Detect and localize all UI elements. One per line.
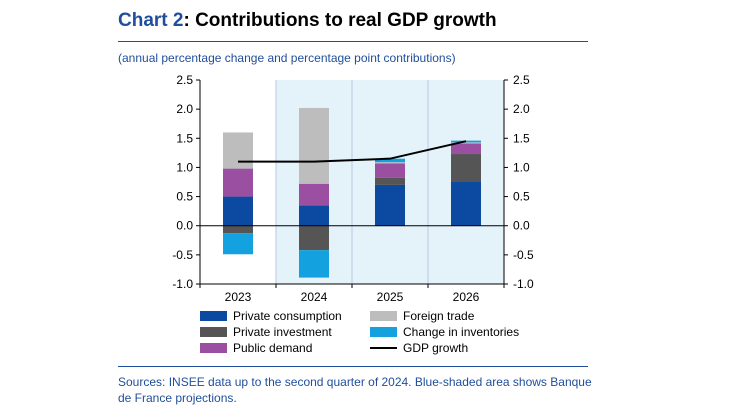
- chart-title: Chart 2: Contributions to real GDP growt…: [118, 10, 497, 32]
- bar-private-consumption-2026: [451, 182, 481, 226]
- x-tick-label-2023: 2023: [225, 290, 252, 304]
- chart-title-text: : Contributions to real GDP growth: [183, 10, 497, 31]
- bar-change-in-inventories-2024: [299, 250, 329, 278]
- title-rule: [118, 41, 588, 42]
- bar-private-investment-2025: [375, 177, 405, 185]
- y-tick-label-right: 0.0: [513, 219, 530, 233]
- legend-label-change-in-inventories: Change in inventories: [403, 325, 519, 339]
- y-tick-label-left: -0.5: [172, 248, 193, 262]
- bar-private-consumption-2024: [299, 205, 329, 226]
- bar-public-demand-2025: [375, 163, 405, 178]
- legend-swatch-foreign-trade: [370, 311, 397, 321]
- legend-swatch-change-in-inventories: [370, 327, 397, 337]
- y-tick-label-right: 0.5: [513, 190, 530, 204]
- y-tick-label-right: 1.0: [513, 160, 530, 174]
- y-tick-label-left: 2.0: [176, 102, 193, 116]
- y-tick-label-left: 0.5: [176, 190, 193, 204]
- bar-public-demand-2024: [299, 183, 329, 206]
- bar-private-investment-2026: [451, 154, 481, 182]
- x-tick-label-2026: 2026: [453, 290, 480, 304]
- bar-foreign-trade-2025: [375, 162, 405, 164]
- bar-private-investment-2023: [223, 225, 253, 234]
- bar-change-in-inventories-2025: [375, 158, 405, 163]
- y-tick-label-right: 2.0: [513, 102, 530, 116]
- legend-label-private-consumption: Private consumption: [233, 309, 342, 323]
- legend-swatch-private-consumption: [200, 311, 227, 321]
- legend-label-public-demand: Public demand: [233, 341, 312, 355]
- legend-label-foreign-trade: Foreign trade: [403, 309, 475, 323]
- y-tick-label-left: 2.5: [176, 73, 193, 87]
- gdp-growth-line: [238, 140, 467, 163]
- chart-number: Chart 2: [118, 10, 184, 31]
- chart-subtitle: (annual percentage change and percentage…: [118, 51, 456, 65]
- bar-foreign-trade-2026: [451, 142, 481, 144]
- y-tick-label-right: 1.5: [513, 131, 530, 145]
- bar-foreign-trade-2023: [223, 132, 253, 169]
- bar-private-consumption-2025: [375, 184, 405, 226]
- y-tick-label-right: -0.5: [513, 248, 534, 262]
- bar-private-consumption-2023: [223, 196, 253, 226]
- y-tick-label-left: -1.0: [172, 277, 193, 291]
- x-tick-label-2024: 2024: [301, 290, 328, 304]
- bar-foreign-trade-2024: [299, 107, 329, 184]
- legend-swatch-private-investment: [200, 327, 227, 337]
- y-tick-label-right: 2.5: [513, 73, 530, 87]
- y-tick-label-right: -1.0: [513, 277, 534, 291]
- bar-public-demand-2023: [223, 168, 253, 197]
- bar-public-demand-2026: [451, 143, 481, 155]
- sources-rule: [118, 366, 588, 367]
- bar-private-investment-2024: [299, 225, 329, 251]
- y-tick-label-left: 1.5: [176, 131, 193, 145]
- legend-label-gdp-growth: GDP growth: [403, 341, 468, 355]
- y-tick-label-left: 0.0: [176, 219, 193, 233]
- y-tick-label-left: 1.0: [176, 160, 193, 174]
- bar-change-in-inventories-2023: [223, 233, 253, 255]
- legend-label-private-investment: Private investment: [233, 325, 332, 339]
- legend-swatch-public-demand: [200, 343, 227, 353]
- x-tick-label-2025: 2025: [377, 290, 404, 304]
- sources-note: Sources: INSEE data up to the second qua…: [118, 375, 592, 405]
